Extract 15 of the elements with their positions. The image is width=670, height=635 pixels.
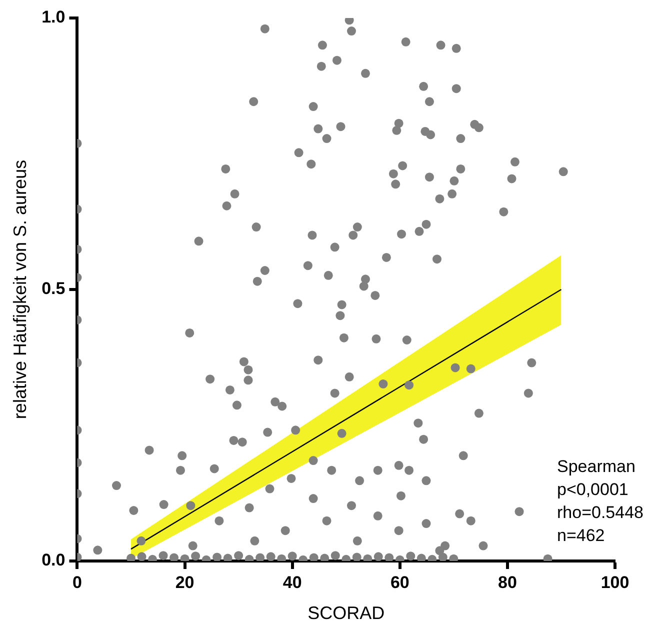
x-tick-label: 40 <box>282 572 302 592</box>
x-tick-label: 100 <box>600 572 630 592</box>
annotation: Spearman <box>557 457 636 476</box>
y-axis-title: relative Häufigkeit von S. aureus <box>10 160 30 420</box>
x-tick-label: 80 <box>498 572 517 592</box>
annotation: rho=0.5448 <box>557 503 644 522</box>
annotation: p<0,0001 <box>557 480 628 500</box>
x-tick-label: 0 <box>72 572 82 592</box>
y-tick-label: 1.0 <box>42 8 66 27</box>
x-tick-label: 60 <box>390 572 410 592</box>
y-tick-label: 0.5 <box>42 279 66 298</box>
x-axis-title: SCORAD <box>308 603 385 624</box>
annotation: n=462 <box>557 526 605 546</box>
x-tick-label: 20 <box>175 572 194 592</box>
y-tick-label: 0.0 <box>42 550 66 570</box>
